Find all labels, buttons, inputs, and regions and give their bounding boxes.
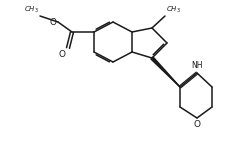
Polygon shape [151, 57, 180, 87]
Text: O: O [59, 50, 66, 59]
Text: NH: NH [191, 61, 203, 70]
Text: O: O [193, 120, 201, 129]
Text: CH$_3$: CH$_3$ [166, 5, 181, 15]
Text: O: O [50, 18, 57, 26]
Text: CH$_3$: CH$_3$ [24, 5, 39, 15]
